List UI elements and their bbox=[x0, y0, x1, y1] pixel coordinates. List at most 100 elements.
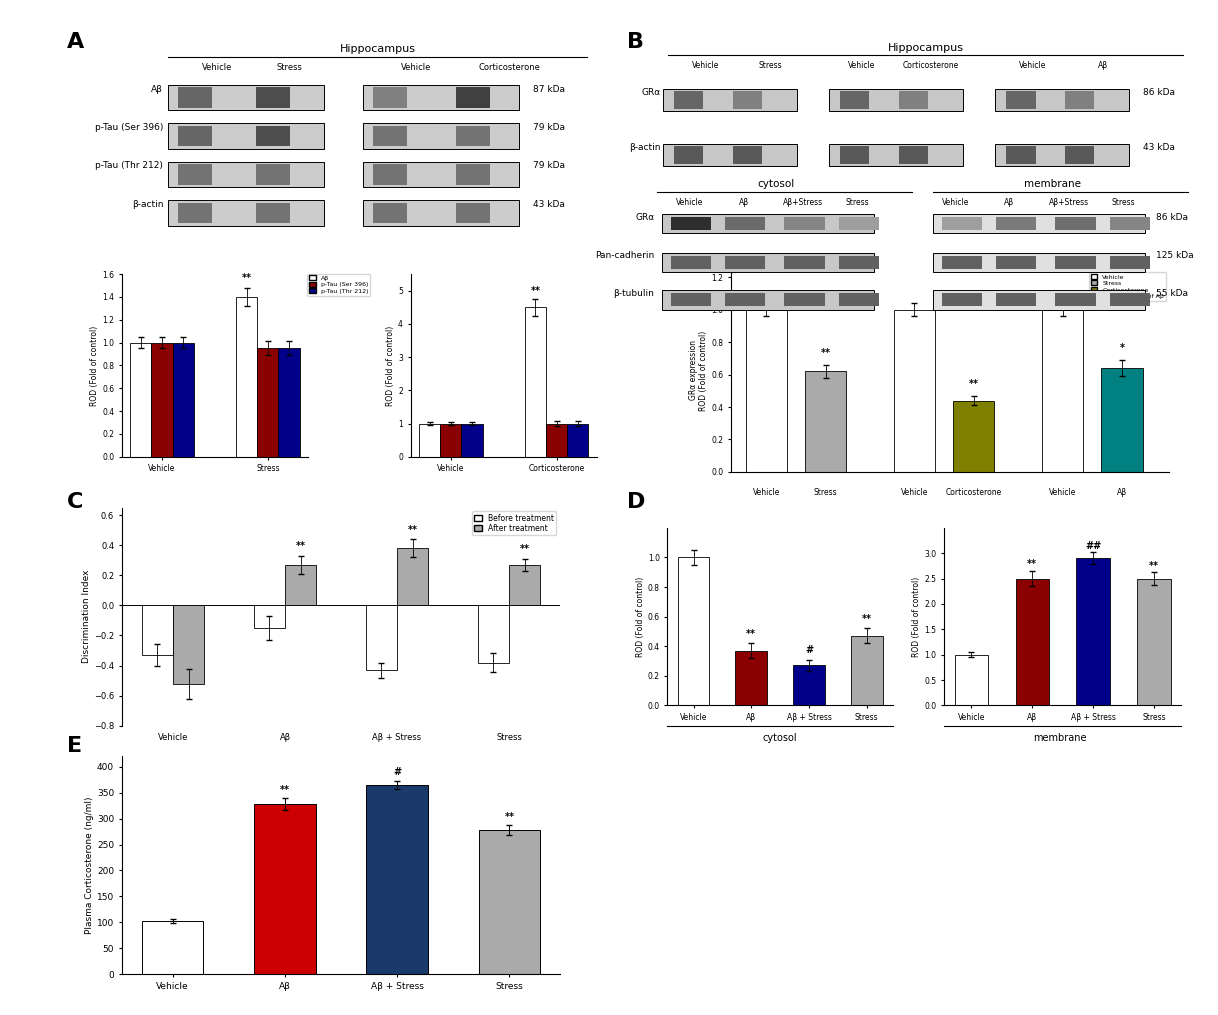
Bar bbox=[955, 655, 988, 705]
Bar bbox=[663, 89, 797, 111]
Text: D: D bbox=[627, 492, 646, 513]
Text: *: * bbox=[1119, 343, 1124, 353]
Bar bbox=[397, 548, 429, 605]
Bar bbox=[168, 200, 324, 225]
Text: GRα: GRα bbox=[641, 88, 660, 97]
Text: β-tubulin: β-tubulin bbox=[614, 289, 654, 297]
Bar bbox=[373, 203, 407, 223]
Bar bbox=[942, 293, 982, 307]
Bar bbox=[253, 605, 285, 628]
Text: Vehicle: Vehicle bbox=[402, 63, 431, 72]
Bar bbox=[784, 256, 825, 269]
Text: Vehicle: Vehicle bbox=[942, 198, 968, 207]
Text: Aβ+Stress: Aβ+Stress bbox=[783, 198, 823, 207]
Bar bbox=[256, 87, 290, 108]
Bar bbox=[1006, 91, 1035, 109]
Bar bbox=[736, 651, 767, 705]
Legend: Vehicle, Stress, Corticosterone, i.c.v. Injection of Aβ: Vehicle, Stress, Corticosterone, i.c.v. … bbox=[1089, 272, 1166, 300]
Text: #: # bbox=[393, 767, 401, 777]
Bar bbox=[285, 564, 317, 605]
Bar bbox=[178, 126, 212, 146]
Bar bbox=[996, 256, 1037, 269]
Bar bbox=[130, 343, 151, 457]
Bar bbox=[363, 200, 519, 225]
Text: **: ** bbox=[530, 285, 541, 295]
Text: A: A bbox=[67, 32, 84, 53]
Text: cytosol: cytosol bbox=[758, 180, 795, 190]
Bar bbox=[839, 217, 879, 230]
Bar bbox=[568, 423, 588, 457]
Y-axis label: GRα expression
ROD (Fold of control): GRα expression ROD (Fold of control) bbox=[689, 330, 708, 411]
Bar bbox=[1065, 91, 1095, 109]
Bar bbox=[546, 423, 568, 457]
Bar bbox=[1056, 293, 1096, 307]
Y-axis label: ROD (Fold of control): ROD (Fold of control) bbox=[636, 577, 644, 657]
Bar bbox=[745, 310, 787, 472]
Text: Corticosterone: Corticosterone bbox=[903, 61, 959, 70]
Bar bbox=[178, 164, 212, 185]
Bar bbox=[1065, 146, 1095, 163]
Text: Corticosterone: Corticosterone bbox=[945, 488, 1002, 497]
Bar bbox=[257, 348, 279, 457]
Y-axis label: ROD (Fold of control): ROD (Fold of control) bbox=[912, 577, 921, 657]
Bar bbox=[256, 203, 290, 223]
Bar bbox=[725, 217, 765, 230]
Bar bbox=[255, 804, 315, 974]
Text: Vehicle: Vehicle bbox=[1049, 488, 1077, 497]
Bar bbox=[373, 87, 407, 108]
Text: Hippocampus: Hippocampus bbox=[340, 44, 415, 54]
Bar bbox=[151, 343, 173, 457]
Text: 79 kDa: 79 kDa bbox=[533, 123, 565, 132]
Text: **: ** bbox=[1149, 561, 1160, 570]
Bar bbox=[477, 605, 509, 663]
Bar bbox=[784, 293, 825, 307]
Y-axis label: ROD (Fold of control): ROD (Fold of control) bbox=[386, 325, 396, 406]
Bar bbox=[525, 308, 546, 457]
Text: Vehicle: Vehicle bbox=[676, 198, 703, 207]
Bar bbox=[256, 164, 290, 185]
Bar bbox=[419, 423, 440, 457]
Text: Aβ: Aβ bbox=[1005, 198, 1015, 207]
Bar bbox=[256, 126, 290, 146]
Y-axis label: Plasma Corticosterone (ng/ml): Plasma Corticosterone (ng/ml) bbox=[85, 797, 94, 934]
Text: Stress: Stress bbox=[1111, 198, 1135, 207]
Text: Vehicle: Vehicle bbox=[202, 63, 231, 72]
Text: Vehicle: Vehicle bbox=[1019, 61, 1046, 70]
Text: #: # bbox=[805, 646, 814, 655]
Text: membrane: membrane bbox=[1033, 733, 1086, 743]
Text: Aβ+Stress: Aβ+Stress bbox=[1049, 198, 1089, 207]
Bar bbox=[178, 203, 212, 223]
Bar bbox=[1041, 310, 1083, 472]
Text: Stress: Stress bbox=[814, 488, 838, 497]
Text: 87 kDa: 87 kDa bbox=[533, 84, 565, 93]
Text: 125 kDa: 125 kDa bbox=[1156, 252, 1194, 261]
Bar bbox=[663, 144, 797, 165]
Text: C: C bbox=[67, 492, 83, 513]
Bar bbox=[1077, 558, 1110, 705]
Text: Aβ: Aβ bbox=[1097, 61, 1107, 70]
Text: Vehicle: Vehicle bbox=[848, 61, 875, 70]
Text: Corticosterone: Corticosterone bbox=[479, 63, 540, 72]
Text: 55 kDa: 55 kDa bbox=[1156, 289, 1188, 297]
Text: **: ** bbox=[861, 614, 872, 624]
Bar bbox=[141, 605, 173, 655]
Bar bbox=[671, 217, 711, 230]
Bar bbox=[674, 91, 703, 109]
Text: β-actin: β-actin bbox=[132, 200, 163, 209]
Text: ##: ## bbox=[1085, 541, 1101, 551]
Text: 43 kDa: 43 kDa bbox=[533, 200, 565, 209]
Text: p-Tau (Ser 396): p-Tau (Ser 396) bbox=[95, 123, 163, 132]
Bar bbox=[1110, 293, 1150, 307]
Bar bbox=[671, 256, 711, 269]
Text: membrane: membrane bbox=[1024, 180, 1082, 190]
Bar bbox=[373, 126, 407, 146]
Text: β-actin: β-actin bbox=[628, 143, 660, 152]
Text: Vehicle: Vehicle bbox=[692, 61, 720, 70]
Bar bbox=[1016, 579, 1049, 705]
Bar bbox=[674, 146, 703, 163]
Bar bbox=[671, 293, 711, 307]
Bar bbox=[793, 666, 825, 705]
Bar bbox=[168, 85, 324, 111]
Bar bbox=[141, 921, 203, 974]
Bar bbox=[479, 830, 541, 974]
